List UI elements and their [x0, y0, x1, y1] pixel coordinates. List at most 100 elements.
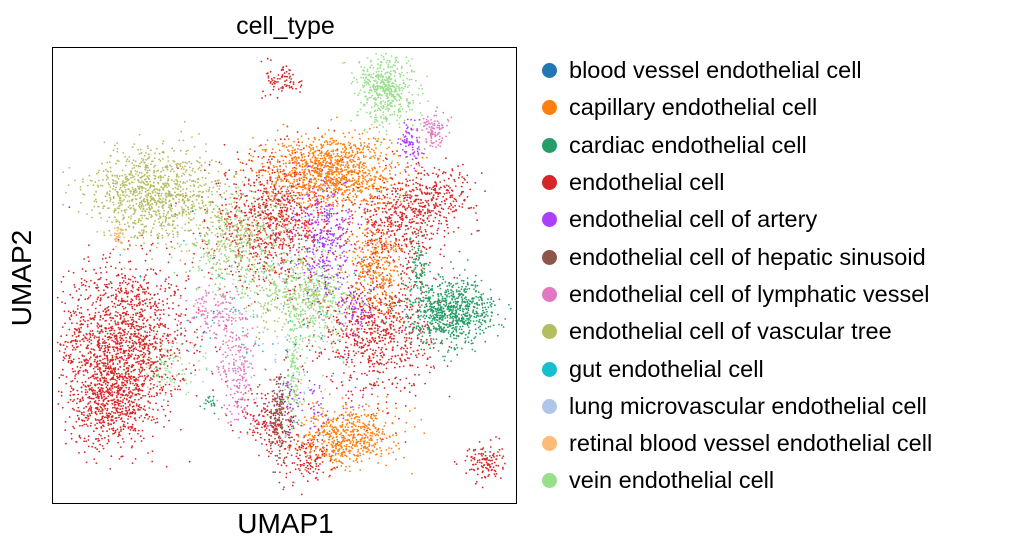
scatter-point: [138, 429, 140, 432]
scatter-point: [281, 206, 284, 209]
scatter-point: [377, 316, 380, 318]
scatter-point: [246, 404, 249, 407]
chart-title: cell_type: [236, 12, 335, 40]
scatter-point: [282, 488, 285, 491]
scatter-point: [111, 339, 113, 342]
scatter-point: [346, 361, 349, 364]
scatter-point: [379, 218, 382, 221]
scatter-point: [377, 231, 380, 233]
scatter-point: [303, 464, 305, 467]
scatter-point: [497, 464, 500, 467]
scatter-point: [376, 342, 379, 345]
scatter-point: [369, 307, 372, 310]
scatter-point: [113, 391, 116, 394]
scatter-point: [317, 429, 320, 432]
scatter-point: [443, 235, 446, 238]
scatter-point: [141, 369, 144, 371]
scatter-point: [79, 351, 81, 353]
scatter-point: [373, 382, 376, 384]
scatter-point: [269, 186, 272, 188]
scatter-point: [143, 276, 146, 278]
scatter-point: [345, 358, 348, 361]
scatter-point: [405, 183, 407, 186]
scatter-point: [103, 395, 105, 398]
scatter-point: [96, 336, 98, 339]
scatter-point: [119, 351, 122, 354]
scatter-point: [303, 450, 306, 453]
scatter-point: [416, 214, 418, 216]
scatter-point: [98, 336, 100, 339]
scatter-point: [132, 350, 135, 353]
scatter-point: [64, 322, 66, 325]
scatter-point: [334, 190, 337, 193]
scatter-point: [87, 347, 89, 350]
scatter-point: [77, 393, 80, 396]
scatter-point: [269, 238, 272, 240]
scatter-point: [269, 179, 272, 182]
scatter-point: [95, 361, 98, 364]
scatter-point: [170, 240, 173, 243]
scatter-point: [291, 238, 294, 240]
scatter-point: [388, 223, 390, 226]
scatter-point: [386, 328, 388, 330]
scatter-point: [466, 196, 469, 198]
scatter-point: [79, 425, 81, 427]
scatter-point: [139, 343, 141, 346]
scatter-point: [75, 373, 77, 376]
scatter-point: [253, 182, 256, 184]
scatter-point: [474, 182, 477, 184]
scatter-point: [305, 459, 308, 462]
scatter-point: [162, 385, 165, 388]
scatter-point: [263, 422, 265, 424]
scatter-point: [150, 244, 153, 246]
scatter-point: [82, 370, 85, 373]
scatter-point: [116, 396, 118, 399]
scatter-point: [153, 319, 155, 321]
scatter-point: [404, 257, 407, 260]
scatter-point: [460, 185, 463, 188]
scatter-point: [446, 365, 449, 367]
scatter-point: [117, 299, 120, 302]
scatter-point: [132, 335, 135, 337]
scatter-point: [415, 176, 418, 179]
scatter-point: [123, 334, 126, 336]
scatter-point: [382, 328, 385, 331]
scatter-point: [288, 268, 291, 270]
scatter-point: [206, 226, 209, 229]
scatter-point: [396, 341, 399, 343]
scatter-point: [201, 240, 204, 243]
scatter-point: [351, 393, 354, 396]
scatter-point: [415, 233, 417, 235]
scatter-point: [167, 404, 169, 407]
scatter-point: [101, 402, 104, 405]
scatter-point: [398, 223, 401, 226]
scatter-point: [219, 193, 222, 196]
scatter-point: [154, 300, 157, 303]
scatter-point: [449, 196, 452, 199]
scatter-point: [123, 312, 126, 314]
scatter-point: [131, 345, 133, 348]
scatter-point: [148, 334, 151, 337]
scatter-point: [490, 456, 493, 459]
scatter-point: [400, 244, 403, 247]
scatter-point: [219, 212, 222, 215]
scatter-point: [103, 340, 106, 342]
scatter-point: [159, 350, 162, 352]
scatter-point: [108, 313, 111, 316]
scatter-point: [134, 427, 137, 430]
scatter-point: [351, 214, 354, 216]
scatter-point: [150, 395, 153, 397]
scatter-point: [403, 336, 406, 339]
scatter-point: [135, 348, 138, 351]
scatter-point: [408, 221, 411, 224]
scatter-point: [153, 384, 155, 386]
scatter-point: [327, 328, 330, 331]
scatter-point: [249, 268, 252, 271]
scatter-point: [103, 293, 106, 296]
scatter-point: [105, 271, 108, 273]
scatter-point: [141, 429, 144, 432]
scatter-point: [144, 353, 147, 356]
scatter-point: [127, 401, 130, 403]
scatter-point: [109, 378, 112, 381]
scatter-point: [111, 387, 114, 390]
